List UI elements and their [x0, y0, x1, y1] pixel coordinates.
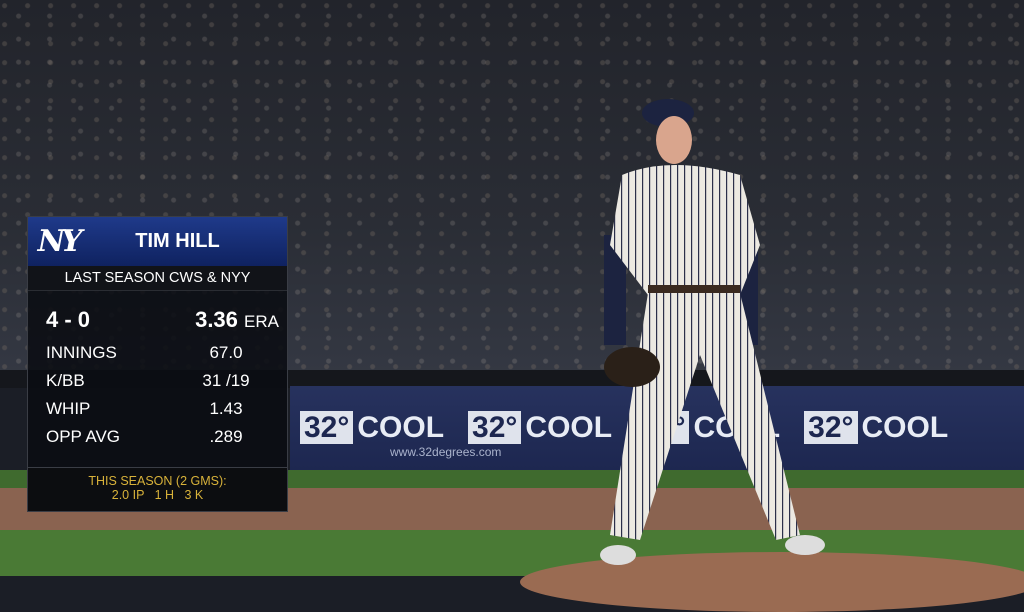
ad-logo: 32°COOL [300, 411, 444, 445]
win-loss-record: 4 - 0 [46, 307, 91, 332]
ad-logo: 32°COOL [468, 411, 612, 445]
player-name: TIM HILL [135, 230, 220, 252]
this-season-footer: THIS SEASON (2 GMS): 2.0 IP 1 H 3 K [28, 467, 287, 511]
card-header: NY TIM HILL [28, 217, 287, 266]
stat-row: WHIP 1.43 [46, 399, 243, 418]
record-row: 4 - 0 3.36 ERA [28, 291, 287, 333]
stat-row: K/BB 31 /19 [46, 371, 250, 390]
yankees-logo: NY [37, 224, 83, 259]
ad-logo: 32°COOL [804, 411, 948, 445]
pitcher-stats-card: NY TIM HILL LAST SEASON CWS & NYY 4 - 0 … [27, 216, 288, 512]
era: 3.36 ERA [195, 307, 279, 332]
pitcher-figure [600, 99, 825, 565]
ad-url: www.32degrees.com [390, 445, 502, 459]
stat-row: INNINGS 67.0 [46, 343, 243, 362]
card-subtitle: LAST SEASON CWS & NYY [28, 266, 287, 291]
stat-row: OPP AVG .289 [46, 427, 243, 446]
